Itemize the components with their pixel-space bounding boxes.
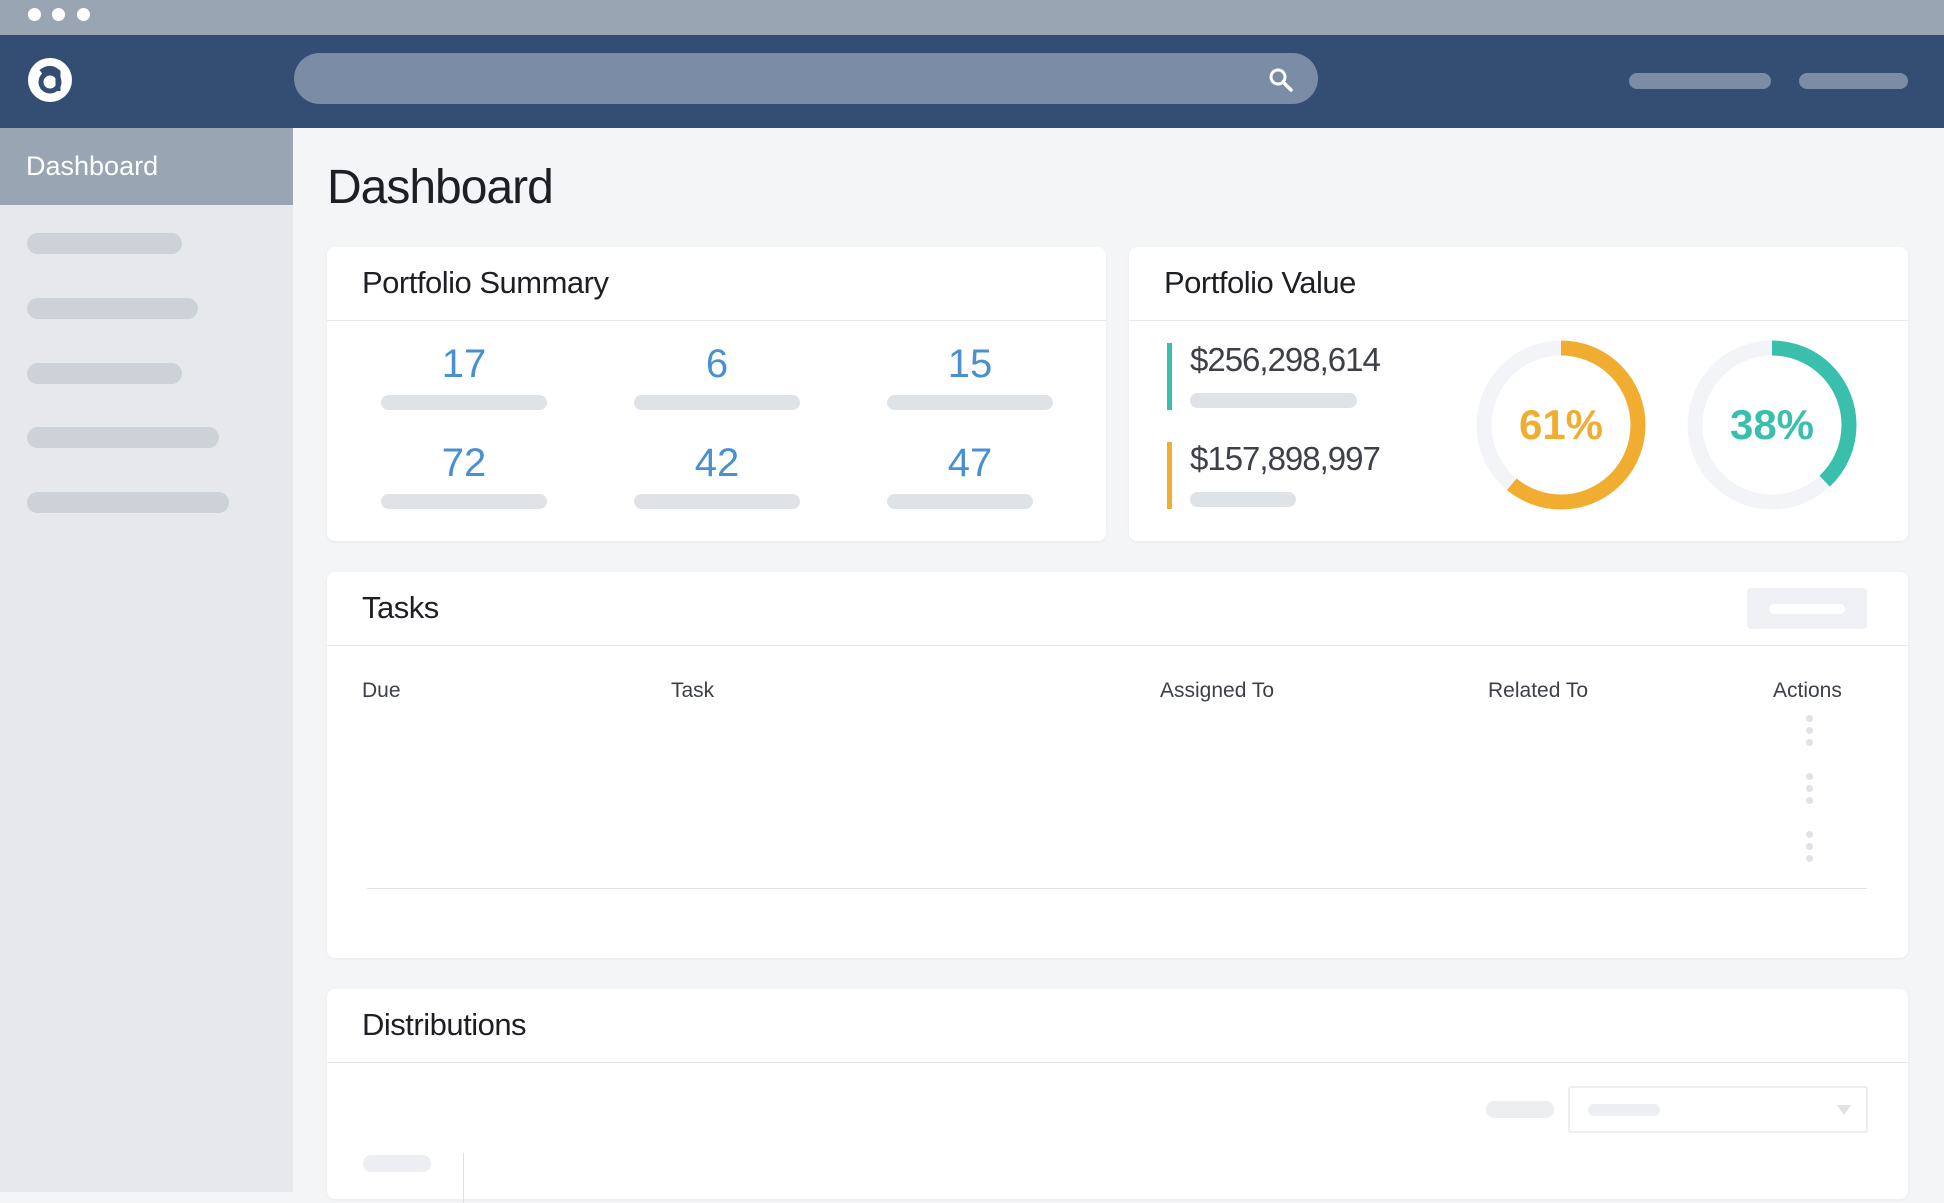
donut-arc: [1476, 340, 1646, 510]
card-title: Tasks: [362, 590, 439, 625]
card-title: Distributions: [362, 1007, 527, 1042]
nav-placeholder[interactable]: [1629, 73, 1771, 89]
card-title: Portfolio Summary: [362, 265, 609, 300]
sidebar-placeholder[interactable]: [27, 233, 182, 254]
placeholder: [381, 395, 547, 410]
placeholder: [1486, 1101, 1554, 1118]
action-dot[interactable]: [1806, 855, 1813, 862]
action-dot[interactable]: [1806, 797, 1813, 804]
placeholder: [381, 494, 547, 509]
placeholder: [634, 494, 800, 509]
column-header: Due: [362, 679, 401, 702]
amount-label: $157,898,997: [1190, 440, 1381, 477]
header: [0, 35, 1944, 128]
portfolio-summary-card: Portfolio Summary 17 6 15 72 42 47: [327, 247, 1106, 541]
sidebar-placeholder[interactable]: [27, 492, 229, 513]
summary-value: 42: [694, 441, 740, 485]
divider: [327, 645, 1908, 646]
column-header: Related To: [1488, 679, 1589, 702]
sidebar: Dashboard: [0, 128, 293, 1192]
sidebar-placeholder[interactable]: [27, 363, 182, 384]
donut-arc: [1687, 340, 1857, 510]
sidebar-placeholder[interactable]: [27, 427, 219, 448]
action-dot[interactable]: [1806, 715, 1813, 722]
amount-label: $256,298,614: [1190, 341, 1381, 378]
placeholder: [363, 1155, 431, 1172]
search-icon[interactable]: [1268, 67, 1294, 93]
divider: [327, 320, 1106, 321]
donut-charts: 61% 38%: [1476, 340, 1857, 510]
column-header: Actions: [1773, 679, 1842, 702]
summary-value: 72: [441, 441, 487, 485]
sidebar-item-active[interactable]: Dashboard: [0, 128, 293, 205]
window-dot: [52, 8, 65, 21]
dropdown[interactable]: [1568, 1086, 1868, 1133]
placeholder: [1190, 492, 1296, 507]
search-bar[interactable]: [294, 53, 1318, 104]
donut-label: 38%: [1730, 401, 1814, 448]
portfolio-value-card: Portfolio Value $256,298,614 $157,898,997…: [1129, 247, 1908, 541]
column-header: Task: [671, 679, 715, 702]
donut-label: 61%: [1519, 401, 1603, 448]
divider: [463, 1153, 464, 1203]
placeholder: [1190, 393, 1357, 408]
action-dot[interactable]: [1806, 785, 1813, 792]
window-dot: [28, 8, 41, 21]
placeholder: [634, 395, 800, 410]
action-dot[interactable]: [1806, 727, 1813, 734]
amount-marker: [1167, 343, 1172, 410]
dropdown-arrow[interactable]: [1836, 1104, 1852, 1116]
tasks-card: Tasks Due Task Assigned To Related To Action…: [327, 572, 1908, 958]
nav-placeholder[interactable]: [1799, 73, 1908, 89]
sidebar-placeholder[interactable]: [27, 298, 198, 319]
placeholder: [887, 494, 1033, 509]
sidebar-label[interactable]: Dashboard: [26, 151, 159, 181]
logo[interactable]: [26, 56, 74, 104]
summary-value: 17: [441, 342, 487, 386]
action-dot[interactable]: [1806, 739, 1813, 746]
page-title: Dashboard: [327, 161, 554, 214]
tasks-button[interactable]: [1747, 588, 1867, 629]
window-dot: [77, 8, 90, 21]
divider: [327, 1062, 1908, 1063]
placeholder: [887, 395, 1053, 410]
column-header: Assigned To: [1160, 679, 1275, 702]
action-dot[interactable]: [1806, 773, 1813, 780]
summary-value: 47: [947, 441, 993, 485]
action-dot[interactable]: [1806, 831, 1813, 838]
card-title: Portfolio Value: [1164, 265, 1356, 300]
summary-value: 6: [705, 342, 729, 386]
divider: [367, 888, 1867, 889]
action-dot[interactable]: [1806, 843, 1813, 850]
summary-value: 15: [947, 342, 993, 386]
divider: [1129, 320, 1908, 321]
distributions-card: Distributions: [327, 989, 1908, 1203]
dropdown-placeholder[interactable]: [1588, 1104, 1660, 1116]
button-placeholder[interactable]: [1769, 604, 1845, 614]
window-bar: [0, 0, 1944, 35]
amount-marker: [1167, 442, 1172, 509]
